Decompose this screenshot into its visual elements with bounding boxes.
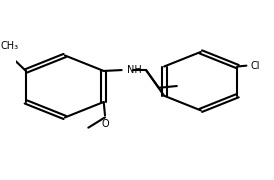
Text: O: O xyxy=(101,119,109,129)
Text: NH: NH xyxy=(127,65,142,75)
Text: Cl: Cl xyxy=(251,61,260,71)
Text: CH₃: CH₃ xyxy=(0,41,18,51)
